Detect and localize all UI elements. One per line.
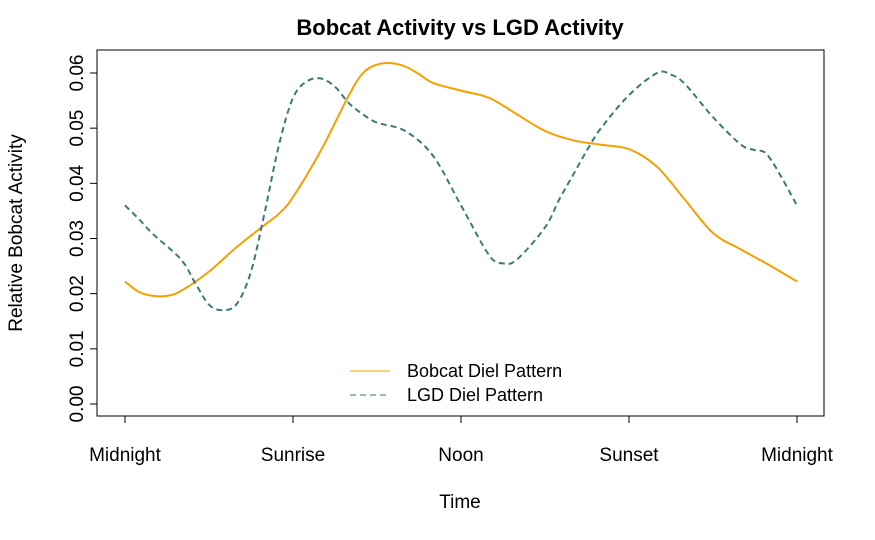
legend-label-bobcat: Bobcat Diel Pattern: [407, 361, 562, 381]
y-tick-label: 0.05: [67, 110, 88, 147]
series-line-bobcat: [124, 61, 798, 298]
y-tick-label: 0.02: [67, 275, 88, 312]
y-tick-label: 0.01: [67, 330, 88, 367]
legend-label-lgd: LGD Diel Pattern: [407, 385, 543, 405]
y-axis-label: Relative Bobcat Activity: [6, 134, 27, 332]
y-tick-label: 0.04: [67, 164, 88, 201]
y-axis: 0.00 0.01 0.02 0.03 0.04 0.05 0.06: [67, 55, 98, 423]
y-tick-label: 0.06: [67, 55, 88, 92]
y-tick-label: 0.03: [67, 220, 88, 257]
x-tick-label: Sunrise: [261, 445, 325, 466]
x-tick-label: Midnight: [761, 445, 834, 466]
series-layer: [124, 61, 798, 312]
series-line-lgd: [124, 70, 798, 312]
chart-title: Bobcat Activity vs LGD Activity: [296, 15, 624, 40]
x-tick-label: Sunset: [599, 445, 659, 466]
y-tick-label: 0.00: [67, 386, 88, 423]
x-tick-label: Midnight: [89, 445, 162, 466]
x-axis-label: Time: [439, 492, 481, 513]
x-axis: Midnight Sunrise Noon Sunset Midnight: [89, 415, 834, 466]
legend: Bobcat Diel Pattern LGD Diel Pattern: [350, 361, 562, 405]
x-tick-label: Noon: [438, 445, 483, 466]
